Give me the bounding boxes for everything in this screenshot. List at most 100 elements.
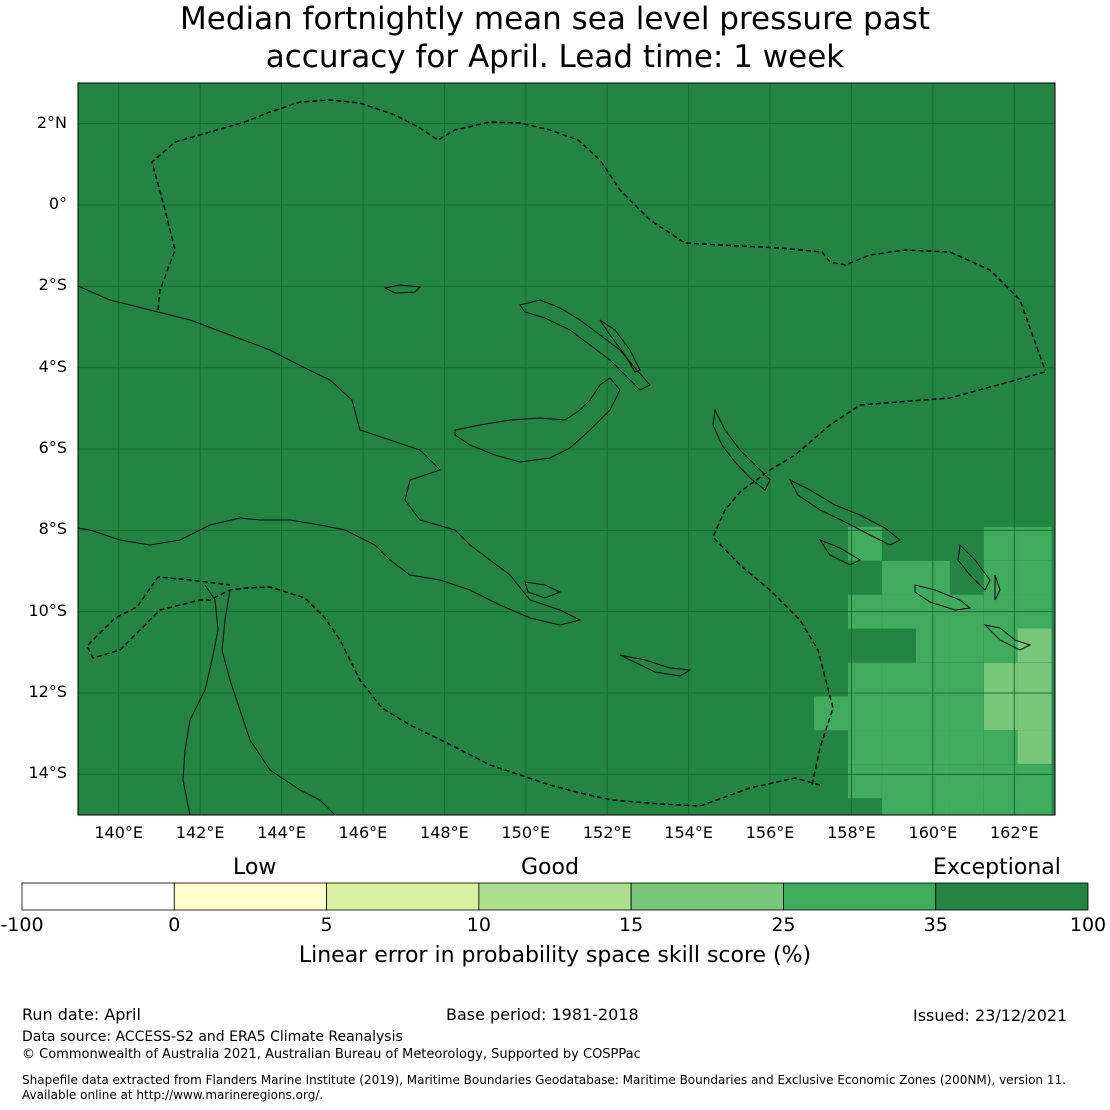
colorbar-bin [326,882,480,911]
skill-cells [814,526,1052,815]
coastline-solomons-2 [818,538,862,566]
latitude-tick-label: 0° [48,194,67,213]
longitude-tick-label: 156°E [745,823,795,842]
eez-png-outer [151,99,1046,371]
issued-date: Issued: 23/12/2021 [913,1006,1068,1025]
colorbar-bin [21,882,175,911]
coastline-new-ireland [599,319,641,373]
graticule [78,83,1055,815]
legend-category-good: Good [521,855,579,880]
latitude-tick-label: 12°S [28,682,67,701]
skill-cell [847,662,882,697]
skill-cell [1017,730,1052,765]
skill-cell [847,696,882,731]
skill-cell [983,560,1018,595]
map-area [77,82,1056,816]
coastline-manus [383,284,422,294]
base-period: Base period: 1981-2018 [446,1005,639,1024]
longitude-tick-label: 160°E [908,823,958,842]
latitude-tick-label: 8°S [38,519,67,539]
skill-cell [983,662,1018,697]
skill-cell [882,730,917,765]
skill-cell [983,780,1018,815]
latitude-tick-label: 2°S [38,275,67,295]
coastline-bougainville [712,408,771,491]
coastline-new-britain [519,299,651,391]
colorbar-tick-label: 0 [168,914,181,936]
skill-cell [882,662,917,697]
colorbar-tick-label: 100 [1069,914,1107,936]
skill-cell [1017,696,1052,731]
colorbar-label: Linear error in probability space skill … [298,943,812,968]
colorbar-bin [935,882,1089,911]
longitude-tick-label: 148°E [420,823,469,842]
latitude-tick-label: 10°S [28,600,67,620]
eez-boundaries [86,99,1046,807]
map-frame [77,82,1056,816]
skill-cell [949,730,984,765]
longitude-tick-label: 154°E [664,823,713,842]
longitude-tick-label: 162°E [989,823,1039,842]
skill-cell [882,696,917,731]
longitude-tick-label: 144°E [257,823,306,842]
legend-category-exceptional: Exceptional [933,855,1061,880]
colorbar-tick-label: 10 [466,914,491,936]
colorbar-tick-label: 35 [923,914,948,936]
eez-png-south [86,576,821,807]
colorbar-tick-label: 25 [771,914,796,936]
coastline-vanuatu-east [994,574,1001,601]
coastline-new-guinea [77,285,582,626]
skill-cell [949,628,984,663]
colorbar-bin [783,882,937,911]
coastline-rennell [983,624,1032,651]
latitude-tick-label: 2°N [36,112,67,132]
coastline-cape-york-east [221,589,336,816]
skill-cell [1017,780,1052,815]
legend-category-low: Low [233,855,277,880]
shapefile-credit-line-2: Available online at http://www.marinereg… [22,1088,324,1102]
coastlines [77,284,1032,816]
longitude-tick-label: 158°E [827,823,876,842]
skill-cell [949,780,984,815]
longitude-tick-label: 140°E [94,823,144,842]
colorbar-bin [173,882,327,911]
data-source: Data source: ACCESS-S2 and ERA5 Climate … [22,1029,403,1045]
skill-cell [949,696,984,731]
coastline-d-entrecasteaux [524,581,562,599]
coastline-solomons-4 [957,543,991,591]
colorbar-tick-label: 5 [320,914,333,936]
latitude-tick-label: 4°S [38,356,67,376]
longitude-tick-label: 146°E [338,823,388,842]
skill-cell [1017,628,1052,663]
skill-cell [949,662,984,697]
coastline-huon-peninsula [454,377,621,463]
colorbar-tick-label: -100 [0,914,44,936]
colorbar-bin [630,882,784,911]
colorbar-tick-label: 15 [619,914,644,936]
latitude-tick-label: 6°S [38,438,67,457]
coastline-solomons-3 [914,584,972,611]
skill-cell [983,696,1018,731]
skill-cell [1017,526,1052,561]
colorbar [21,882,1089,911]
shapefile-credit-line-1: Shapefile data extracted from Flanders M… [22,1073,1066,1087]
run-date: Run date: April [22,1005,141,1024]
longitude-tick-label: 152°E [582,823,632,842]
coastline-solomons-1 [788,478,901,546]
skill-cell [847,764,882,799]
longitude-tick-label: 142°E [175,823,225,842]
skill-cell [983,526,1018,561]
title-line-1: Median fortnightly mean sea level pressu… [179,1,931,37]
skill-cell [847,730,882,765]
coastline-louisiade [619,654,692,677]
skill-cell [1017,662,1052,697]
skill-cell [882,780,917,815]
skill-cell [983,730,1018,765]
skill-cell [1017,560,1052,595]
coastline-cape-york [182,584,219,816]
skill-cell [882,560,917,595]
skill-cell [983,628,1018,663]
longitude-tick-label: 150°E [501,823,551,842]
latitude-tick-label: 14°S [28,763,67,783]
